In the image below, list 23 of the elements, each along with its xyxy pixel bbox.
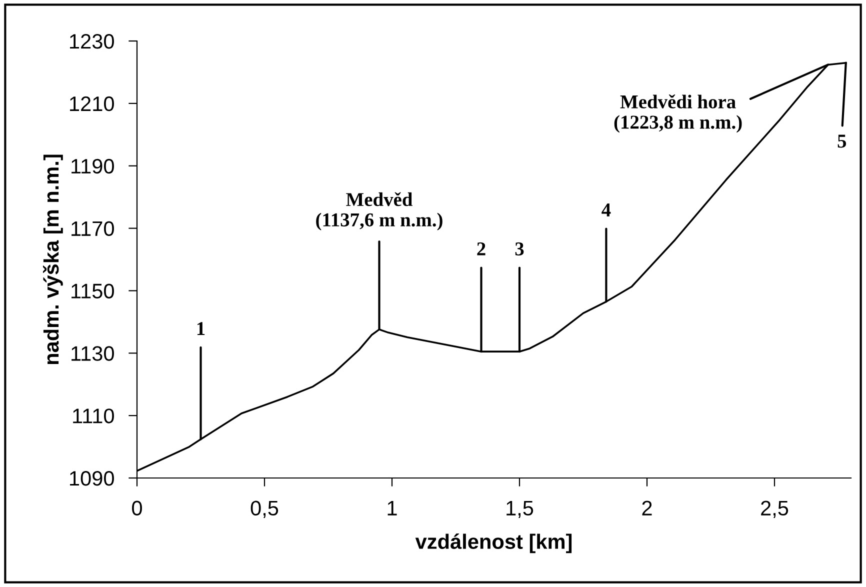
- y-tick-label: 1110: [73, 408, 114, 424]
- x-tick-label: 1,5: [506, 500, 534, 518]
- annotation: 2: [477, 242, 486, 256]
- annotation: 4: [602, 204, 611, 216]
- x-tick-label: 2: [642, 500, 652, 516]
- x-axis-title: vzdálenost [km]: [415, 534, 572, 554]
- y-tick-label: 1130: [72, 346, 114, 361]
- y-tick-label: 1170: [72, 221, 114, 236]
- y-tick-label: 1150: [72, 284, 114, 298]
- annotation: Medvěd (1137,6 m n.m.): [316, 192, 442, 230]
- x-tick-label: 0: [132, 500, 142, 516]
- y-axis-title: nadm. výška [m n.m.]: [43, 154, 63, 364]
- annotation: 3: [515, 242, 524, 256]
- annotation: 1: [197, 322, 205, 335]
- y-tick-label: 1230: [70, 34, 114, 49]
- y-tick-label: 1190: [72, 158, 114, 174]
- y-tick-label: 1090: [70, 471, 114, 486]
- x-tick-label: 1: [388, 500, 397, 516]
- annotation: 5: [838, 134, 846, 148]
- x-tick-label: 2,5: [761, 500, 788, 518]
- x-tick-label: 0,5: [250, 500, 278, 518]
- annotation: Medvědi hora (1223,8 m n.m.): [614, 94, 742, 133]
- y-tick-label: 1210: [70, 96, 114, 112]
